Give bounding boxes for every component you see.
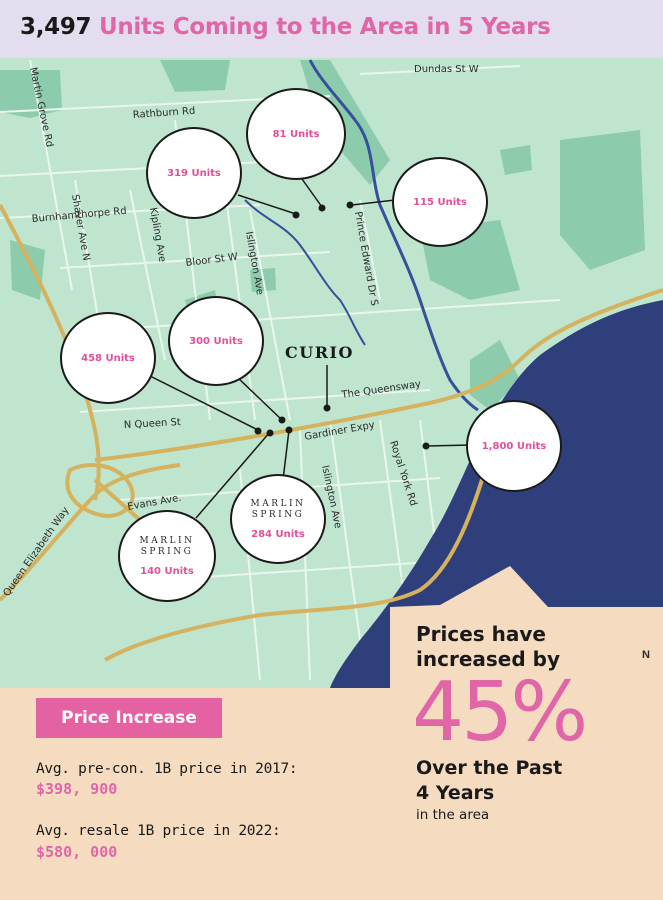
location-pins	[254, 201, 430, 450]
marlin-spring-logo: MARLIN SPRING	[139, 535, 195, 557]
development-marker[interactable]: 458 Units	[60, 312, 156, 404]
compass-icon: N	[634, 632, 658, 664]
price-2017-value: $398, 900	[36, 780, 118, 798]
development-marker[interactable]: 1,800 Units	[466, 400, 562, 492]
marlin-spring-logo: MARLIN SPRING	[250, 498, 306, 520]
header-title: 3,497 Units Coming to the Area in 5 Year…	[20, 14, 551, 40]
development-marker[interactable]: 81 Units	[246, 88, 346, 180]
price-2017-label: Avg. pre-con. 1B price in 2017:	[36, 761, 298, 777]
price-2022-label: Avg. resale 1B price in 2022:	[36, 823, 281, 839]
humber-river	[308, 59, 479, 412]
svg-text:N: N	[642, 649, 650, 661]
highways	[0, 204, 663, 662]
mimico-creek	[244, 199, 366, 346]
units-label: 115 Units	[413, 196, 467, 208]
units-label: 319 Units	[167, 167, 221, 179]
summary-area: in the area	[416, 807, 490, 823]
development-marker[interactable]: 115 Units	[392, 157, 488, 247]
label-dundas: Dundas St W	[414, 64, 479, 75]
units-label: 458 Units	[81, 352, 135, 364]
footer-shape	[0, 566, 663, 688]
price-increase-badge: Price Increase	[36, 698, 222, 738]
development-marker[interactable]: MARLIN SPRING 140 Units	[118, 510, 216, 602]
percent-increase: 45%	[412, 665, 588, 760]
label-rathburn: Rathburn Rd	[132, 106, 195, 121]
curio-logo: CURIO	[285, 343, 354, 362]
development-marker[interactable]: 300 Units	[168, 296, 264, 386]
units-label: 284 Units	[251, 528, 305, 540]
connector-lines	[149, 171, 472, 519]
header-bar: 3,497 Units Coming to the Area in 5 Year…	[0, 0, 663, 58]
units-label: 300 Units	[189, 335, 243, 347]
unit-count: 3,497	[20, 14, 92, 40]
units-label: 140 Units	[140, 565, 194, 577]
summary-heading: Prices have increased by	[416, 622, 560, 671]
label-n-queen: N Queen St	[124, 417, 182, 431]
development-marker[interactable]: 319 Units	[146, 127, 242, 219]
summary-period: Over the Past 4 Years	[416, 757, 563, 804]
development-marker[interactable]: MARLIN SPRING 284 Units	[230, 474, 326, 564]
units-label: 81 Units	[272, 128, 320, 140]
units-label: 1,800 Units	[481, 440, 547, 452]
price-2022-value: $580, 000	[36, 843, 118, 861]
header-subtitle: Units Coming to the Area in 5 Years	[98, 14, 551, 40]
